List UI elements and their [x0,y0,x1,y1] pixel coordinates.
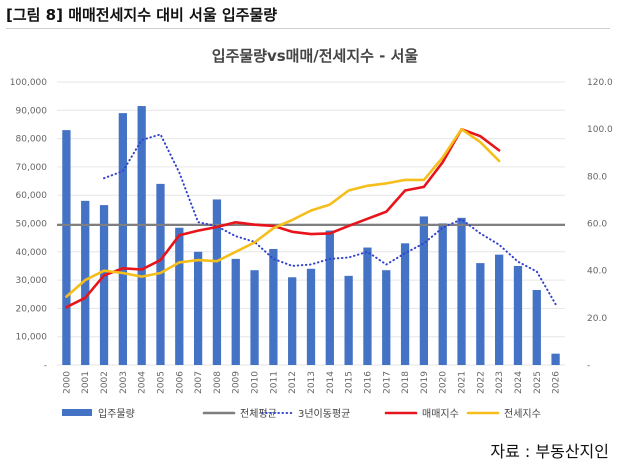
chart-frame [6,28,610,429]
bar [363,247,372,365]
y-tick-label-left: - [44,361,47,371]
x-tick-label: 2001 [81,371,91,394]
bar [212,199,222,365]
x-tick-label: 2009 [232,371,242,394]
x-tick-label: 2025 [533,371,543,394]
x-tick-label: 2010 [251,371,261,394]
bar [62,130,71,365]
bar [551,353,560,365]
y-tick-label-left: 30,000 [16,276,48,286]
y-tick-label-left: 60,000 [16,191,48,201]
x-tick-label: 2023 [495,371,505,394]
x-tick-label: 2017 [382,371,392,394]
x-tick-label: 2005 [156,371,166,394]
bar [306,268,316,365]
bar [495,254,504,365]
legend-label: 3년이동평균 [298,408,350,420]
x-tick-label: 2015 [345,371,355,394]
y-tick-label-right: 20.0 [587,314,607,324]
legend-label: 입주물량 [98,407,135,420]
x-tick-label: 2018 [401,371,411,394]
x-tick-label: 2006 [175,371,185,394]
y-tick-label-left: 50,000 [16,220,48,230]
x-axis: 2000 2001 2002 2003 2004 2005 2006 2007 2008 2009… [62,371,561,394]
x-tick-label: 2022 [476,371,486,394]
bar [156,183,165,365]
legend-label: 매매지수 [422,408,459,420]
line-series [57,127,565,309]
y-tick-label-right: - [587,361,590,371]
figure-title: [그림 8] 매매전세지수 대비 서울 입주물량 [6,6,278,24]
x-tick-label: 2024 [514,371,524,394]
bar [288,277,297,365]
bar [118,113,127,365]
bar [325,230,334,365]
x-tick-label: 2021 [458,371,468,394]
bar [532,290,541,365]
bar [99,205,109,365]
x-tick-label: 2008 [213,371,223,394]
y-tick-label-left: 10,000 [16,333,48,343]
y-axis-right: - 20.0 40.0 60.0 80.0 100.0 120.0 [587,78,613,371]
x-tick-label: 2020 [439,371,449,394]
x-tick-label: 2014 [326,371,336,394]
y-tick-label-left: 40,000 [16,248,48,258]
bar [438,223,447,365]
bar [344,275,353,365]
moving-average-line [103,133,557,306]
bar [476,263,485,365]
source-note: 자료 : 부동산지인 [490,442,609,461]
bar [231,258,240,365]
legend-label: 전세지수 [504,408,541,420]
x-tick-label: 2016 [363,371,373,394]
x-tick-label: 2004 [138,371,148,394]
bar [419,216,429,365]
x-tick-label: 2003 [119,371,129,394]
y-tick-label-left: 80,000 [16,135,48,145]
y-tick-label-right: 60.0 [587,220,607,230]
chart-title: 입주물량vs매매/전세지수 - 서울 [212,47,419,65]
legend-label: 전체평균 [240,408,277,420]
y-tick-label-left: 70,000 [16,163,48,173]
bar [193,251,203,365]
series-line [65,127,501,298]
x-tick-label: 2019 [420,371,430,394]
y-tick-label-right: 80.0 [587,172,607,182]
bar [137,106,146,366]
y-axis-left: - 10,000 20,000 30,000 40,000 50,000 60,000 70,… [10,78,47,371]
bar [513,265,523,365]
y-tick-label-right: 120.0 [587,78,613,88]
x-tick-label: 2007 [194,371,204,394]
bar [382,270,391,365]
x-tick-label: 2013 [307,371,317,394]
y-tick-label-right: 100.0 [587,125,613,135]
x-tick-label: 2012 [288,371,298,394]
series-line [65,127,501,309]
x-tick-label: 2000 [62,371,72,394]
x-tick-label: 2026 [552,371,562,394]
bar [250,270,259,365]
bar [457,217,466,365]
x-tick-label: 2011 [269,371,279,394]
x-tick-label: 2002 [100,371,110,394]
legend-swatch [62,409,92,416]
bar-series [62,106,560,366]
y-tick-label-left: 100,000 [10,78,47,88]
legend: 입주물량 전체평균 3년이동평균 매매지수 전세지수 [62,407,541,420]
y-tick-label-right: 40.0 [587,267,607,277]
bar [175,227,184,365]
y-tick-label-left: 90,000 [16,106,48,116]
y-tick-label-left: 20,000 [16,304,48,314]
bar [269,248,278,365]
bar [400,243,410,365]
bar [81,200,90,365]
